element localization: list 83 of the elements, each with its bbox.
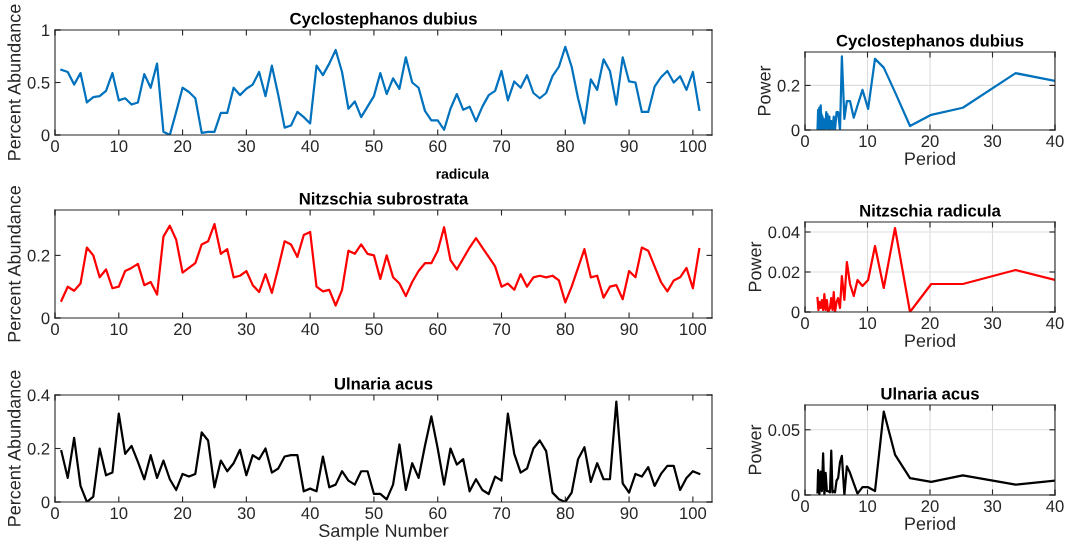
x-tick-label: 10 — [859, 500, 877, 513]
x-tick-label: 30 — [237, 323, 255, 336]
y-tick-label: 0.2 — [777, 79, 800, 92]
line-series — [60, 222, 701, 307]
y-axis-title: Percent Abundance — [7, 370, 21, 526]
x-tick-label: 40 — [301, 507, 319, 520]
x-tick-label: 80 — [556, 507, 574, 520]
x-tick-label: 90 — [620, 323, 638, 336]
x-tick-label: 100 — [680, 140, 707, 153]
x-tick-label: 80 — [556, 140, 574, 153]
chart-title: Ulnaria acus — [881, 387, 979, 400]
x-tick-label: 40 — [301, 323, 319, 336]
y-tick-label: 0.4 — [27, 389, 50, 402]
x-tick-label: 0 — [801, 135, 809, 148]
y-tick-label: 0.04 — [768, 226, 800, 239]
y-tick-label: 0 — [791, 489, 800, 502]
chart-title: Ulnaria acus — [334, 377, 433, 390]
x-tick-label: 30 — [237, 507, 255, 520]
x-tick-label: 10 — [110, 507, 128, 520]
y-axis-title: Power — [758, 65, 771, 116]
x-tick-label: 40 — [1046, 317, 1064, 330]
x-tick-label: 90 — [620, 507, 638, 520]
x-tick-label: 40 — [1046, 135, 1064, 148]
line-series — [60, 400, 701, 502]
y-tick-label: 0.2 — [27, 442, 50, 455]
x-tick-label: 100 — [680, 507, 707, 520]
x-tick-label: 60 — [429, 323, 447, 336]
text: radicula — [436, 168, 490, 179]
x-tick-label: 100 — [680, 323, 707, 336]
x-tick-label: 0 — [51, 507, 59, 520]
x-tick-label: 20 — [921, 135, 939, 148]
y-tick-label: 0.2 — [27, 249, 50, 262]
chart-title: Nitzschia subrostrata — [299, 192, 469, 205]
y-axis-title: Percent Abundance — [7, 185, 21, 342]
x-tick-label: 30 — [237, 140, 255, 153]
x-tick-label: 0 — [801, 317, 809, 330]
x-axis-title: Period — [905, 516, 955, 531]
x-tick-label: 10 — [110, 140, 128, 153]
y-tick-label: 0.05 — [768, 424, 800, 436]
x-axis-title: Sample Number — [319, 523, 449, 541]
x-tick-label: 90 — [620, 140, 638, 153]
x-axis-title: Period — [905, 333, 955, 348]
x-tick-label: 40 — [301, 140, 319, 153]
x-tick-label: 20 — [921, 500, 939, 513]
x-tick-label: 50 — [365, 140, 383, 153]
chart-title: Cyclostephanos dubius — [836, 34, 1024, 50]
x-tick-label: 80 — [556, 323, 574, 336]
x-tick-label: 10 — [859, 135, 877, 148]
x-tick-label: 30 — [983, 135, 1002, 148]
x-tick-label: 10 — [110, 323, 128, 336]
x-tick-label: 50 — [365, 507, 383, 520]
x-tick-label: 20 — [174, 507, 192, 520]
line-series — [816, 226, 1055, 312]
y-axis-title: Power — [748, 241, 762, 292]
x-tick-label: 30 — [983, 500, 1002, 513]
chart-title: Cyclostephanos dubius — [290, 12, 477, 28]
y-tick-label: 0 — [791, 124, 800, 137]
x-tick-label: 50 — [365, 323, 383, 336]
x-tick-label: 0 — [801, 500, 809, 513]
x-tick-label: 0 — [51, 140, 59, 153]
x-tick-label: 20 — [174, 140, 192, 153]
line-series — [816, 410, 1055, 495]
x-tick-label: 70 — [493, 507, 511, 520]
x-tick-label: 10 — [859, 317, 877, 330]
y-axis-title: Power — [748, 424, 762, 475]
x-tick-label: 0 — [51, 323, 59, 336]
x-tick-label: 70 — [493, 323, 511, 336]
y-tick-label: 0 — [791, 306, 800, 319]
x-tick-label: 20 — [921, 317, 939, 330]
y-axis-title: Percent Abundance — [7, 4, 21, 160]
y-tick-label: 0.5 — [27, 76, 50, 89]
y-tick-label: 1 — [42, 24, 50, 37]
line-series — [60, 45, 701, 135]
x-tick-label: 40 — [1046, 500, 1064, 513]
line-series — [816, 55, 1055, 130]
x-tick-label: 60 — [429, 140, 447, 153]
x-axis-title: Period — [905, 151, 955, 166]
chart-title: Nitzschia radicula — [860, 204, 1001, 217]
x-tick-label: 70 — [493, 140, 511, 153]
x-tick-label: 20 — [174, 323, 192, 336]
x-tick-label: 60 — [429, 507, 447, 520]
y-tick-label: 0.02 — [768, 266, 800, 279]
x-tick-label: 30 — [983, 317, 1002, 330]
